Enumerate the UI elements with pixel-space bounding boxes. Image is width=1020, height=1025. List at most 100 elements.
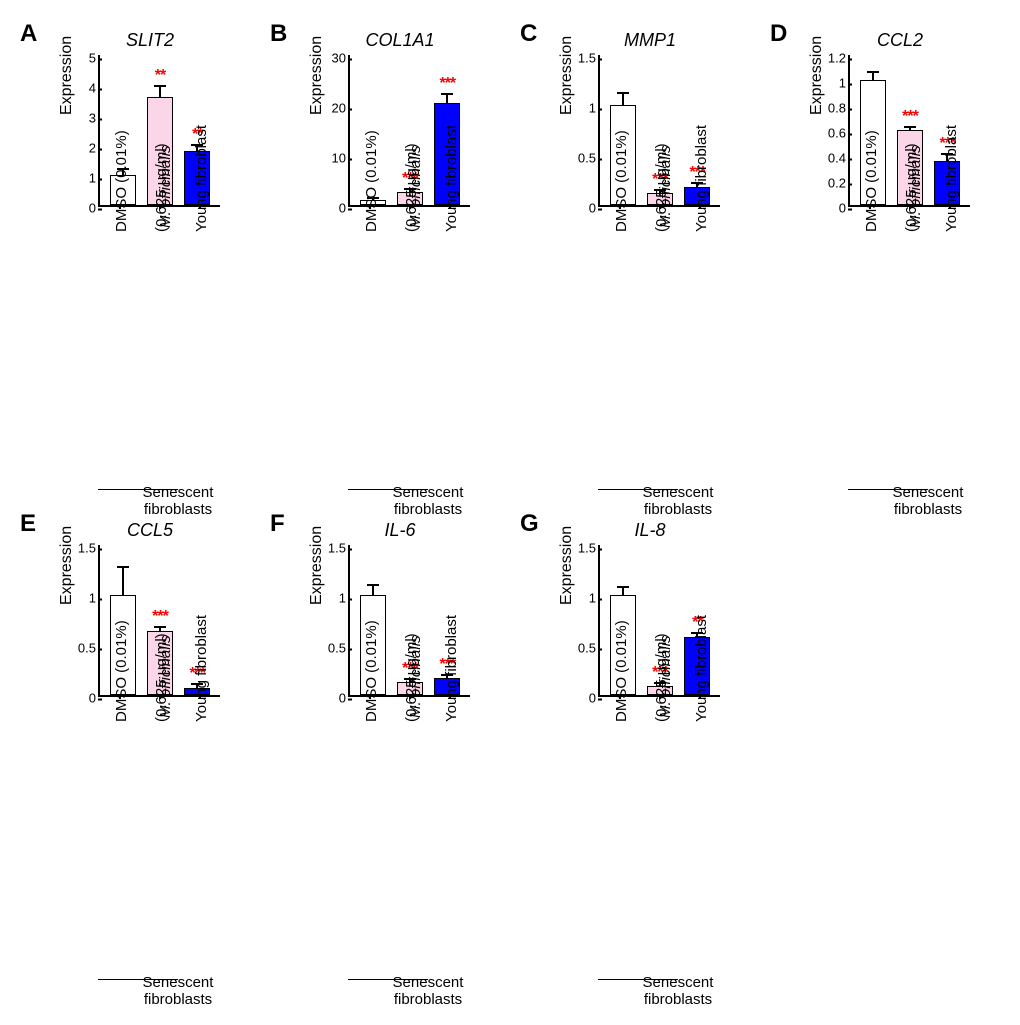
group-bracket: Senescentfibroblasts: [98, 489, 178, 490]
error-cap: [867, 71, 879, 73]
y-tick: 1.5: [570, 541, 596, 556]
panel-label: F: [270, 510, 285, 538]
y-tick: 2: [70, 141, 96, 156]
group-bracket: Senescentfibroblasts: [848, 489, 928, 490]
y-ticks: 00.511.5: [78, 548, 96, 698]
y-tick: 0.8: [820, 101, 846, 116]
panel-A: ASLIT2Expression012345****DMSO (0.01%)M.…: [20, 20, 250, 500]
y-tick: 1.5: [570, 51, 596, 66]
gene-title: MMP1: [560, 30, 740, 51]
y-tick: 0: [570, 201, 596, 216]
panel-label: C: [520, 20, 537, 48]
y-tick: 0: [820, 201, 846, 216]
y-tick: 0.4: [820, 151, 846, 166]
error-cap: [117, 566, 129, 568]
y-tick: 0.2: [820, 176, 846, 191]
y-tick: 1.5: [320, 541, 346, 556]
group-bracket: Senescentfibroblasts: [98, 979, 178, 980]
y-ticks: 00.511.5: [578, 58, 596, 208]
gene-title: CCL2: [810, 30, 990, 51]
error-cap: [441, 93, 453, 95]
y-ticks: 012345: [78, 58, 96, 208]
error-cap: [367, 584, 379, 586]
y-tick: 1: [570, 591, 596, 606]
error-bar: [122, 568, 124, 595]
y-tick: 0: [570, 691, 596, 706]
y-tick: 1: [70, 591, 96, 606]
panel-label: E: [20, 510, 36, 538]
y-tick: 0.5: [70, 641, 96, 656]
panel-label: B: [270, 20, 287, 48]
group-label: Senescentfibroblasts: [378, 975, 478, 1008]
error-cap: [617, 92, 629, 94]
y-ticks: 00.20.40.60.811.2: [828, 58, 846, 208]
chart-container: COL1A1Expression0102030******DMSO (0.01%…: [310, 30, 490, 500]
y-ticks: 00.511.5: [578, 548, 596, 698]
panel-B: BCOL1A1Expression0102030******DMSO (0.01…: [270, 20, 500, 500]
error-cap: [617, 586, 629, 588]
significance-marker: ***: [152, 608, 168, 626]
panel-G: GIL-8Expression00.511.5*****DMSO (0.01%)…: [520, 510, 750, 990]
figure-grid: ASLIT2Expression012345****DMSO (0.01%)M.…: [20, 20, 1000, 990]
y-tick: 0: [320, 201, 346, 216]
panel-D: DCCL2Expression00.20.40.60.811.2******DM…: [770, 20, 1000, 500]
y-tick: 1: [570, 101, 596, 116]
gene-title: COL1A1: [310, 30, 490, 51]
y-tick: 0.6: [820, 126, 846, 141]
group-label: Senescentfibroblasts: [628, 975, 728, 1008]
y-ticks: 00.511.5: [328, 548, 346, 698]
group-bracket: Senescentfibroblasts: [348, 489, 428, 490]
gene-title: IL-6: [310, 520, 490, 541]
y-tick: 0.5: [320, 641, 346, 656]
gene-title: CCL5: [60, 520, 240, 541]
y-tick: 0: [70, 201, 96, 216]
y-tick: 1.2: [820, 51, 846, 66]
chart-container: IL-6Expression00.511.5******DMSO (0.01%)…: [310, 520, 490, 990]
y-tick: 1.5: [70, 541, 96, 556]
significance-marker: ***: [902, 108, 918, 126]
error-bar: [372, 586, 374, 595]
error-cap: [154, 85, 166, 87]
group-bracket: Senescentfibroblasts: [598, 979, 678, 980]
y-tick: 4: [70, 81, 96, 96]
group-bracket: Senescentfibroblasts: [348, 979, 428, 980]
chart-container: CCL2Expression00.20.40.60.811.2******DMS…: [810, 30, 990, 500]
panel-F: FIL-6Expression00.511.5******DMSO (0.01%…: [270, 510, 500, 990]
panel-label: G: [520, 510, 539, 538]
y-tick: 5: [70, 51, 96, 66]
y-ticks: 0102030: [328, 58, 346, 208]
panel-E: ECCL5Expression00.511.5******DMSO (0.01%…: [20, 510, 250, 990]
y-tick: 0.5: [570, 151, 596, 166]
gene-title: IL-8: [560, 520, 740, 541]
chart-container: MMP1Expression00.511.5******DMSO (0.01%)…: [560, 30, 740, 500]
error-bar: [872, 73, 874, 81]
gene-title: SLIT2: [60, 30, 240, 51]
group-label: Senescentfibroblasts: [128, 975, 228, 1008]
y-tick: 1: [70, 171, 96, 186]
panel-C: CMMP1Expression00.511.5******DMSO (0.01%…: [520, 20, 750, 500]
panel-label: A: [20, 20, 37, 48]
y-tick: 0.5: [570, 641, 596, 656]
significance-marker: ***: [439, 75, 455, 93]
y-tick: 1: [820, 76, 846, 91]
y-axis-label: Expression: [58, 36, 76, 115]
chart-container: SLIT2Expression012345****DMSO (0.01%)M. …: [60, 30, 240, 500]
y-tick: 1: [320, 591, 346, 606]
error-cap: [154, 626, 166, 628]
error-cap: [904, 126, 916, 128]
error-bar: [622, 588, 624, 595]
y-tick: 20: [320, 101, 346, 116]
chart-container: IL-8Expression00.511.5*****DMSO (0.01%)M…: [560, 520, 740, 990]
panel-label: D: [770, 20, 787, 48]
chart-container: CCL5Expression00.511.5******DMSO (0.01%)…: [60, 520, 240, 990]
group-bracket: Senescentfibroblasts: [598, 489, 678, 490]
y-tick: 0: [70, 691, 96, 706]
error-bar: [446, 95, 448, 103]
y-tick: 3: [70, 111, 96, 126]
group-label: Senescentfibroblasts: [878, 485, 978, 518]
y-tick: 30: [320, 51, 346, 66]
y-tick: 10: [320, 151, 346, 166]
significance-marker: **: [155, 67, 165, 85]
error-bar: [159, 87, 161, 98]
error-bar: [622, 94, 624, 105]
